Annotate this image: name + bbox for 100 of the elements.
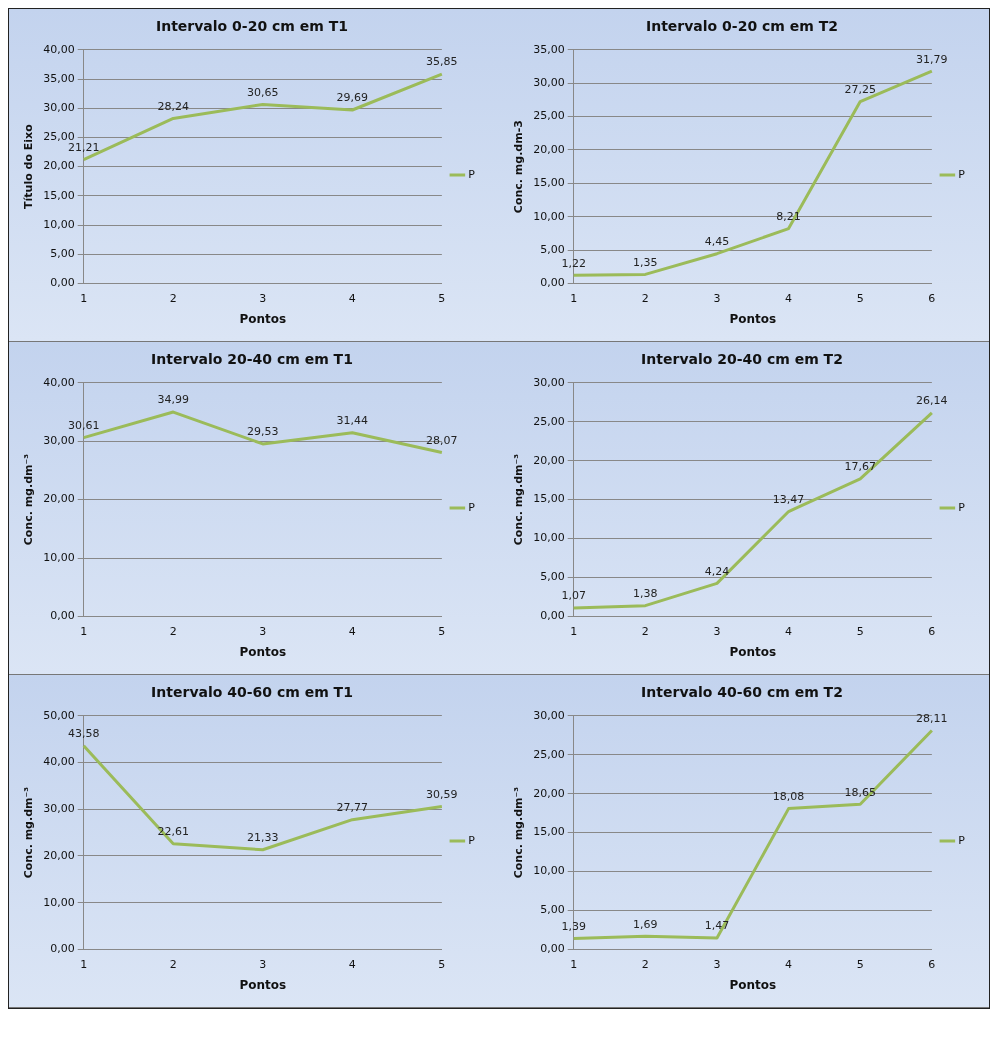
x-tick-label: 5	[856, 291, 864, 305]
x-tick-label: 4	[348, 624, 356, 638]
y-tick-label: 35,00	[43, 71, 75, 85]
legend-label: P	[468, 500, 476, 514]
y-tick-label: 0,00	[540, 942, 565, 956]
data-label: 35,85	[426, 55, 458, 69]
data-label: 4,24	[704, 564, 730, 578]
y-tick-label: 10,00	[533, 531, 565, 545]
y-tick-label: 0,00	[50, 942, 75, 956]
y-tick-label: 0,00	[540, 609, 565, 623]
data-label: 1,38	[633, 587, 658, 601]
y-tick-label: 15,00	[533, 825, 565, 839]
y-tick-label: 20,00	[533, 453, 565, 467]
y-axis-title: Conc. mg.dm⁻³	[512, 453, 526, 546]
x-tick-label: 1	[570, 291, 578, 305]
x-tick-label: 4	[348, 291, 356, 305]
y-tick-label: 30,00	[43, 802, 75, 816]
x-tick-label: 2	[641, 957, 649, 971]
x-tick-label: 5	[438, 624, 446, 638]
x-tick-label: 3	[713, 624, 721, 638]
y-tick-label: 10,00	[43, 217, 75, 231]
data-label: 4,45	[704, 235, 730, 249]
y-tick-label: 30,00	[533, 76, 565, 90]
y-axis-title: Título do Eixo	[22, 123, 36, 209]
data-label: 29,69	[336, 91, 369, 105]
y-tick-label: 5,00	[50, 247, 75, 261]
x-tick-label: 5	[438, 291, 446, 305]
y-tick-label: 30,00	[43, 101, 75, 115]
chart-title: Intervalo 0-20 cm em T1	[155, 18, 349, 35]
data-label: 31,79	[916, 52, 948, 66]
y-tick-label: 15,00	[43, 188, 75, 202]
data-label: 1,35	[633, 255, 658, 269]
x-tick-label: 2	[169, 957, 177, 971]
x-tick-label: 1	[570, 957, 578, 971]
x-tick-label: 4	[348, 957, 356, 971]
data-label: 1,07	[561, 589, 586, 603]
legend-label: P	[958, 167, 966, 181]
data-label: 31,44	[336, 414, 369, 428]
data-label: 28,07	[426, 433, 458, 447]
x-tick-label: 5	[856, 957, 864, 971]
y-tick-label: 10,00	[43, 550, 75, 564]
y-tick-label: 25,00	[533, 414, 565, 428]
x-tick-label: 2	[641, 291, 649, 305]
y-tick-label: 25,00	[533, 109, 565, 123]
y-tick-label: 15,00	[533, 492, 565, 506]
chart-title: Intervalo 20-40 cm em T2	[641, 351, 843, 368]
x-axis-title: Pontos	[239, 311, 287, 326]
y-tick-label: 0,00	[540, 276, 565, 290]
data-label: 28,11	[916, 711, 948, 725]
y-tick-label: 30,00	[533, 708, 565, 722]
y-tick-label: 5,00	[540, 242, 565, 256]
data-label: 34,99	[157, 393, 189, 407]
legend-label: P	[468, 167, 476, 181]
x-tick-label: 1	[80, 624, 88, 638]
x-tick-label: 1	[570, 624, 578, 638]
y-tick-label: 40,00	[43, 42, 75, 56]
y-tick-label: 50,00	[43, 708, 75, 722]
x-tick-label: 4	[785, 291, 793, 305]
x-tick-label: 3	[259, 291, 267, 305]
y-tick-label: 5,00	[540, 570, 565, 584]
data-label: 30,61	[67, 419, 100, 432]
legend-label: P	[468, 833, 476, 847]
data-label: 18,08	[772, 789, 805, 803]
chart-title: Intervalo 40-60 cm em T2	[641, 684, 843, 701]
data-label: 27,77	[336, 801, 369, 815]
x-tick-label: 2	[169, 291, 177, 305]
chart-title: Intervalo 0-20 cm em T2	[645, 18, 839, 35]
x-tick-label: 6	[928, 957, 936, 971]
data-label: 21,33	[247, 831, 279, 845]
x-tick-label: 3	[259, 957, 267, 971]
data-label: 30,65	[247, 85, 279, 99]
x-tick-label: 4	[785, 957, 793, 971]
x-axis-title: Pontos	[729, 311, 777, 326]
data-label: 27,25	[844, 82, 876, 96]
x-tick-label: 4	[785, 624, 793, 638]
y-tick-label: 30,00	[533, 375, 565, 389]
x-tick-label: 3	[713, 291, 721, 305]
y-tick-label: 15,00	[533, 176, 565, 190]
x-axis-title: Pontos	[729, 644, 777, 659]
x-tick-label: 1	[80, 957, 88, 971]
y-tick-label: 20,00	[533, 786, 565, 800]
y-axis-title: Conc. mg.dm⁻³	[22, 453, 36, 546]
x-tick-label: 6	[928, 624, 936, 638]
y-tick-label: 10,00	[533, 209, 565, 223]
y-tick-label: 35,00	[533, 42, 565, 56]
x-tick-label: 6	[928, 291, 936, 305]
data-label: 43,58	[67, 727, 100, 741]
x-axis-title: Pontos	[239, 644, 287, 659]
x-axis-title: Pontos	[239, 977, 287, 992]
x-tick-label: 2	[169, 624, 177, 638]
legend-label: P	[958, 833, 966, 847]
x-tick-label: 5	[856, 624, 864, 638]
data-label: 1,69	[633, 917, 658, 931]
y-tick-label: 40,00	[43, 375, 75, 389]
x-tick-label: 3	[259, 624, 267, 638]
y-tick-label: 25,00	[533, 747, 565, 761]
data-label: 29,53	[247, 425, 279, 439]
y-tick-label: 20,00	[43, 492, 75, 506]
y-tick-label: 20,00	[43, 159, 75, 173]
legend-label: P	[958, 500, 966, 514]
